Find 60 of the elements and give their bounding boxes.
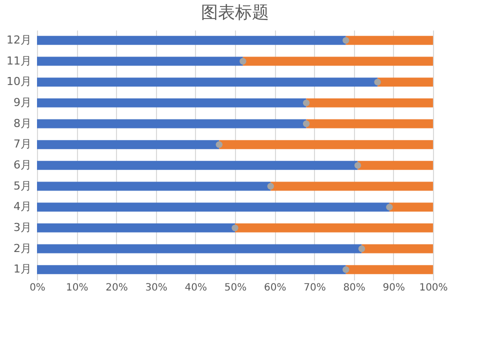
bar <box>37 265 346 274</box>
y-tick-label: 5月 <box>14 179 32 192</box>
point <box>302 100 310 106</box>
y-tick-label: 8月 <box>14 116 32 130</box>
bar <box>235 223 433 232</box>
x-tick-label: 60% <box>264 282 286 294</box>
bar <box>306 119 433 128</box>
x-tick-label: 70% <box>304 282 326 294</box>
bar <box>219 140 433 150</box>
y-tick-label: 4月 <box>14 200 32 214</box>
x-tick-label: 90% <box>382 282 406 294</box>
y-tick-label: 3月 <box>14 220 32 234</box>
y-tick-label: 12月 <box>6 33 32 46</box>
point <box>358 245 366 252</box>
x-tick-label: 20% <box>106 282 128 294</box>
point <box>232 224 238 232</box>
bar <box>37 182 271 191</box>
bar <box>37 223 235 232</box>
point <box>342 266 350 273</box>
bar <box>37 202 390 212</box>
x-tick-label: 100% <box>419 282 448 294</box>
point <box>267 182 274 190</box>
point <box>386 204 393 210</box>
bar <box>37 119 306 128</box>
y-tick-label: 6月 <box>14 158 32 172</box>
bar <box>37 78 378 87</box>
bar <box>37 244 362 254</box>
point <box>302 120 310 128</box>
y-tick-label: 11月 <box>6 54 32 68</box>
y-tick-label: 7月 <box>14 138 32 151</box>
y-tick-label: 10月 <box>6 75 32 88</box>
point <box>374 78 381 86</box>
x-tick-label: 10% <box>66 282 88 294</box>
bar <box>37 140 220 150</box>
bar <box>37 160 358 170</box>
bar <box>37 56 243 66</box>
bar <box>242 56 433 66</box>
x-tick-label: 80% <box>343 282 366 294</box>
bar <box>306 98 433 108</box>
x-tick-label: 50% <box>224 282 247 294</box>
point <box>342 37 350 44</box>
bar <box>346 36 433 45</box>
y-tick-label: 2月 <box>14 242 32 255</box>
bar <box>37 36 346 45</box>
bar <box>358 160 433 170</box>
bar <box>346 265 433 274</box>
bar <box>270 182 433 191</box>
x-tick-label: 0% <box>30 282 46 294</box>
point <box>240 58 246 65</box>
chart-title: 图表标题 <box>201 3 269 23</box>
bar <box>37 98 306 108</box>
y-tick-label: 1月 <box>14 262 32 276</box>
bar <box>389 202 433 212</box>
bar <box>378 78 433 87</box>
x-tick-label: 30% <box>145 282 168 294</box>
y-tick-label: 9月 <box>14 96 32 109</box>
point <box>354 162 362 169</box>
bar <box>362 244 433 254</box>
x-tick-label: 40% <box>184 282 208 294</box>
point <box>216 141 223 148</box>
